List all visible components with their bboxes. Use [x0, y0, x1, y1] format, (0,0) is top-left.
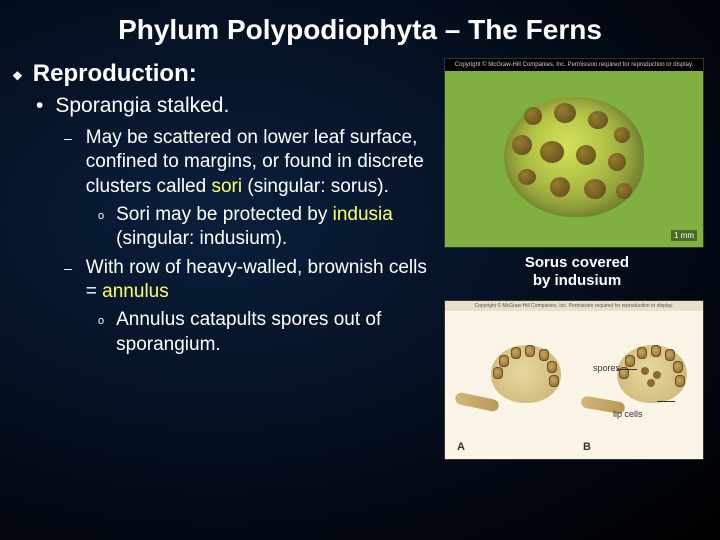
bullet-level2-1: – May be scattered on lower leaf surface…	[64, 126, 440, 199]
sub1-1-part-a: Sori may be protected by	[116, 204, 333, 225]
figure-sporangium: Copyright © McGraw-Hill Companies, Inc. …	[444, 300, 704, 460]
heading-row: ❖ Reproduction:	[10, 60, 440, 88]
sub1-1-text: Sori may be protected by indusia (singul…	[116, 203, 440, 252]
text-column: ❖ Reproduction: • Sporangia stalked. – M…	[10, 54, 440, 460]
bullet-level3-1: o Sori may be protected by indusia (sing…	[98, 203, 440, 252]
scale-label: 1 mm	[671, 230, 697, 241]
caption-line2: by indusium	[533, 272, 621, 289]
copyright-bar-1: Copyright © McGraw-Hill Companies, Inc. …	[445, 59, 703, 71]
bullet1-text: Sporangia stalked.	[55, 94, 229, 118]
dash-bullet-icon: –	[64, 260, 72, 278]
slide-title: Phylum Polypodiophyta – The Ferns	[0, 0, 720, 54]
label-b: B	[583, 441, 591, 453]
sub2-highlight: annulus	[102, 281, 169, 302]
label-a: A	[457, 441, 465, 453]
sub1-text: May be scattered on lower leaf surface, …	[86, 126, 440, 199]
label-lipcells: lip cells	[613, 409, 643, 419]
diamond-bullet-icon: ❖	[12, 69, 23, 83]
heading-text: Reproduction:	[33, 60, 197, 88]
circle-bullet-icon: o	[98, 314, 104, 328]
sub1-1-highlight: indusia	[333, 204, 393, 225]
figure-sorus: Copyright © McGraw-Hill Companies, Inc. …	[444, 58, 704, 248]
content-area: ❖ Reproduction: • Sporangia stalked. – M…	[0, 54, 720, 460]
circle-bullet-icon: o	[98, 209, 104, 223]
bullet-level2-2: – With row of heavy-walled, brownish cel…	[64, 256, 440, 305]
dash-bullet-icon: –	[64, 130, 72, 148]
caption-line1: Sorus covered	[525, 254, 629, 271]
bullet-level3-2: o Annulus catapults spores out of sporan…	[98, 308, 440, 357]
label-spores: spores	[593, 363, 620, 373]
sub2-1-text: Annulus catapults spores out of sporangi…	[116, 308, 440, 357]
sub1-1-part-b: (singular: indusium).	[116, 228, 287, 249]
sub2-text: With row of heavy-walled, brownish cells…	[86, 256, 440, 305]
sorus-shape	[504, 97, 644, 217]
image-column: Copyright © McGraw-Hill Companies, Inc. …	[440, 54, 710, 460]
figure-caption: Sorus covered by indusium	[444, 254, 710, 290]
bullet-level1: • Sporangia stalked.	[36, 94, 440, 118]
copyright-bar-2: Copyright © McGraw-Hill Companies, Inc. …	[445, 301, 703, 311]
dot-bullet-icon: •	[36, 94, 43, 118]
sub1-highlight: sori	[211, 176, 242, 197]
sub1-part-b: (singular: sorus).	[242, 176, 389, 197]
